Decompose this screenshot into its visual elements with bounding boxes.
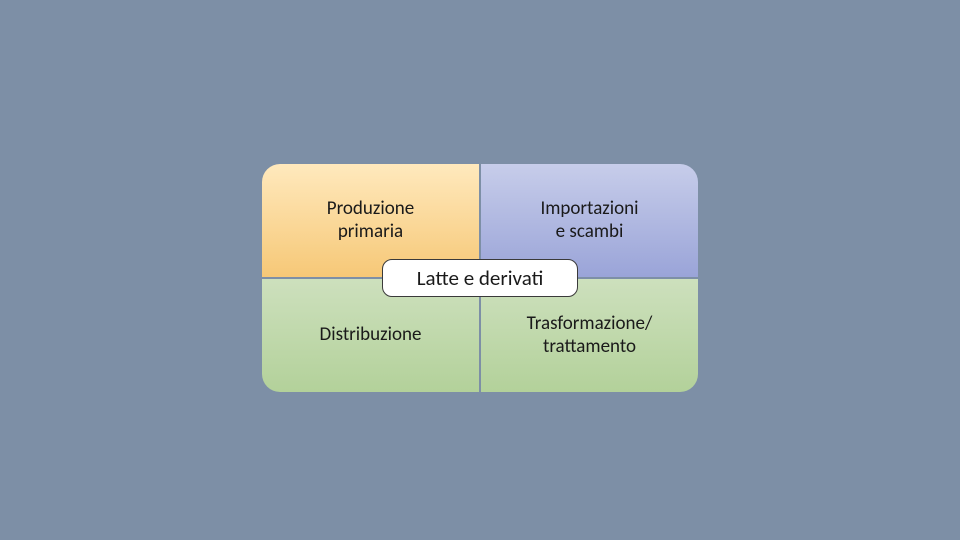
center-badge-text: Latte e derivati [417, 265, 544, 291]
cell-text-line: Produzione [327, 198, 414, 221]
cell-text-line: Distribuzione [320, 324, 422, 347]
cell-text-line: Importazioni [540, 198, 638, 221]
cell-text-line: e scambi [556, 221, 624, 244]
quadrant-grid: Produzione primaria Importazioni e scamb… [262, 164, 698, 392]
center-badge-latte-e-derivati: Latte e derivati [382, 259, 578, 297]
cell-text-line: primaria [338, 221, 403, 244]
cell-text-line: trattamento [543, 336, 636, 359]
cell-text-line: Trasformazione/ [527, 313, 653, 336]
